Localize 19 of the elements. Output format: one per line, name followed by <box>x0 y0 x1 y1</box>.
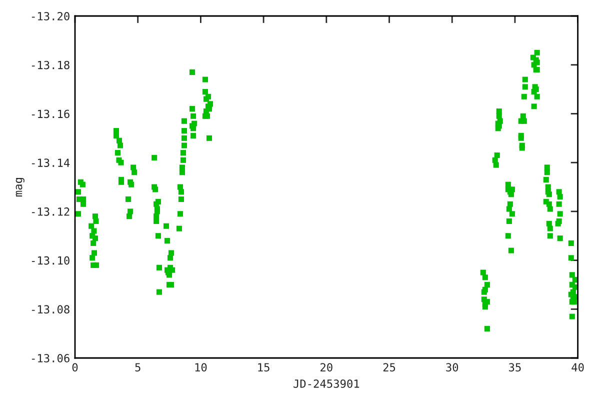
x-tick-label: 15 <box>258 363 270 372</box>
x-tick-label: 35 <box>509 363 521 372</box>
x-tick-label: 10 <box>195 363 207 372</box>
x-tick-label: 25 <box>383 363 396 372</box>
y-tick-label: -13.10 <box>32 256 70 265</box>
y-tick-label: -13.08 <box>32 305 70 314</box>
y-tick-label: -13.14 <box>32 158 70 167</box>
x-tick-label: 40 <box>572 363 584 372</box>
x-tick-label: 5 <box>135 363 140 372</box>
y-tick-label: -13.12 <box>32 207 70 216</box>
y-tick-label: -13.06 <box>32 354 70 362</box>
y-axis-title: mag <box>16 178 24 196</box>
y-tick-label: -13.18 <box>32 60 70 70</box>
x-tick-label: 20 <box>320 363 332 372</box>
y-tick-label: -13.20 <box>32 12 70 20</box>
x-tick-label: 0 <box>72 363 78 372</box>
x-tick-label: 30 <box>446 363 458 372</box>
y-tick-label: -13.16 <box>32 110 70 118</box>
x-axis-title: JD-2453901 <box>294 379 360 388</box>
